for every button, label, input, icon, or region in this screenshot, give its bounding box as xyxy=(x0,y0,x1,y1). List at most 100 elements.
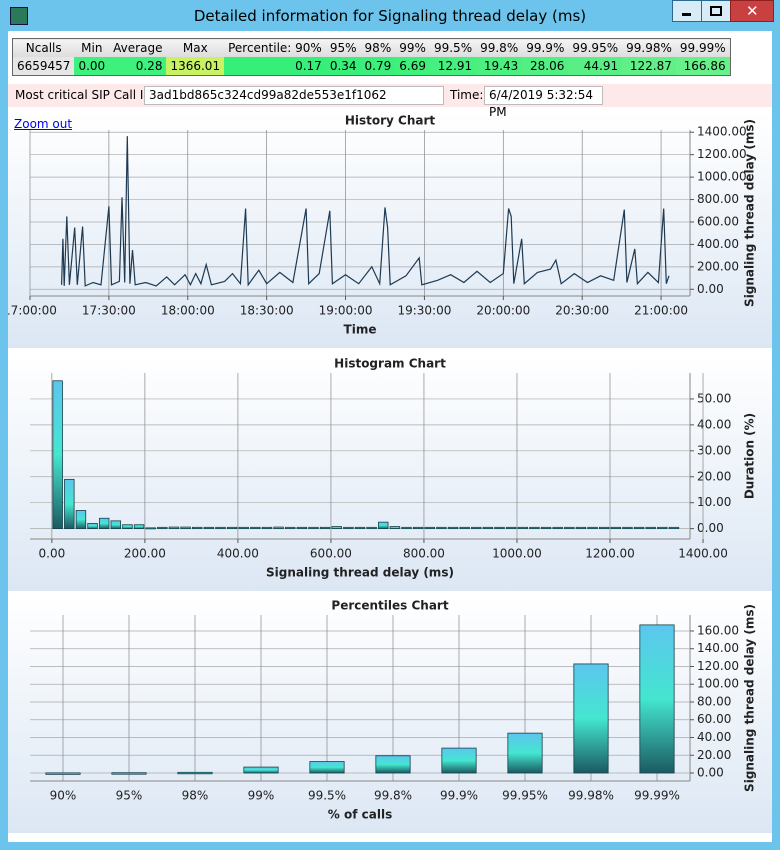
histogram-bar xyxy=(168,526,180,530)
call-id-label: Most critical SIP Call ID: xyxy=(15,88,157,102)
stats-header: 99.9% xyxy=(522,38,569,57)
y-tick-label: 40.00 xyxy=(697,730,731,744)
histogram-bar xyxy=(226,526,238,530)
stats-header: 95% xyxy=(325,38,361,57)
percentile-bar xyxy=(639,624,675,774)
histogram-bar xyxy=(610,526,622,530)
histogram-bar xyxy=(180,526,191,530)
y-tick-label: 30.00 xyxy=(697,443,731,457)
stats-value: 6659457 xyxy=(12,57,75,76)
histogram-bar xyxy=(657,526,668,530)
y-tick-label: 10.00 xyxy=(697,495,731,509)
stats-header: 99% xyxy=(395,38,430,57)
stats-value: 44.91 xyxy=(568,57,623,76)
y-tick-label: 200.00 xyxy=(697,259,739,273)
x-tick-label: 90% xyxy=(50,789,77,803)
stats-value: 12.91 xyxy=(429,57,477,76)
percentile-bar xyxy=(375,755,411,774)
percentile-bar xyxy=(177,771,213,775)
stats-value: 0.00 xyxy=(74,57,110,76)
histogram-bar xyxy=(308,526,319,530)
histogram-bar xyxy=(505,526,517,530)
histogram-bar xyxy=(343,526,354,530)
x-tick-label: 20:30:00 xyxy=(555,304,609,318)
histogram-bar xyxy=(633,526,645,530)
y-tick-label: 1200.00 xyxy=(697,147,747,161)
stats-header: 99.98% xyxy=(622,38,676,57)
stats-value: 0.17 xyxy=(224,57,326,76)
y-axis-label: Signaling thread delay (ms) xyxy=(743,119,757,307)
histogram-bar xyxy=(145,527,156,530)
x-tick-label: 19:30:00 xyxy=(397,304,451,318)
histogram-bar xyxy=(436,526,447,530)
histogram-bar xyxy=(366,526,377,530)
histogram-bar xyxy=(471,526,482,530)
y-tick-label: 600.00 xyxy=(697,214,739,228)
y-tick-label: 120.00 xyxy=(697,659,739,673)
histogram-bar xyxy=(564,526,575,530)
stats-value: 0.79 xyxy=(360,57,396,76)
stats-header: Percentile: 90% xyxy=(224,38,326,57)
x-axis-label: Time xyxy=(344,323,377,337)
x-tick-label: 99.5% xyxy=(308,789,346,803)
minimize-button[interactable] xyxy=(672,0,702,22)
histogram-bar xyxy=(598,526,610,530)
x-tick-label: 21:00:00 xyxy=(634,304,688,318)
y-tick-label: 800.00 xyxy=(697,192,739,206)
histogram-bar xyxy=(203,526,215,530)
stats-header: 98% xyxy=(360,38,396,57)
y-tick-label: 1000.00 xyxy=(697,170,747,184)
x-tick-label: 95% xyxy=(116,789,143,803)
histogram-bar xyxy=(378,521,389,530)
y-tick-label: 50.00 xyxy=(697,391,731,405)
x-tick-label: 98% xyxy=(182,789,209,803)
histogram-bar xyxy=(401,526,412,530)
y-tick-label: 60.00 xyxy=(697,712,731,726)
call-id-field[interactable]: 3ad1bd865c324cd99a82de553e1f1062 xyxy=(144,86,444,105)
stats-header: 99.5% xyxy=(429,38,477,57)
histogram-bar xyxy=(517,526,529,530)
charts: History Chart 0.00 200.00 400.00 600.00 800.0… xyxy=(8,112,772,833)
stats-value: 0.28 xyxy=(109,57,167,76)
histogram-bar xyxy=(494,526,505,530)
x-tick-label: 200.00 xyxy=(124,547,166,561)
histogram-bar xyxy=(575,526,587,530)
window-title: Detailed information for Signaling threa… xyxy=(193,7,587,25)
chart-title: History Chart xyxy=(345,114,436,128)
x-tick-label: 20:00:00 xyxy=(476,304,530,318)
histogram-bar xyxy=(98,517,110,530)
x-tick-label: 1400.00 xyxy=(678,547,728,561)
close-button[interactable]: ✕ xyxy=(730,0,774,22)
histogram-bar xyxy=(273,526,284,530)
histogram-bar xyxy=(133,524,145,530)
zoom-out-link[interactable]: Zoom out xyxy=(14,117,73,131)
x-axis-label: % of calls xyxy=(328,808,392,822)
histogram-bar xyxy=(459,526,470,530)
x-tick-label: 600.00 xyxy=(310,547,352,561)
title-bar: Detailed information for Signaling threa… xyxy=(0,0,780,31)
x-tick-label: 99.8% xyxy=(374,789,412,803)
y-tick-label: 40.00 xyxy=(697,417,731,431)
y-tick-label: 0.00 xyxy=(697,521,724,535)
percentile-bar xyxy=(441,747,477,774)
stats-header: 99.95% xyxy=(568,38,623,57)
histogram-bar xyxy=(587,526,598,530)
x-axis-label: Signaling thread delay (ms) xyxy=(266,566,454,580)
percentile-bar xyxy=(507,732,543,774)
y-axis-label: Signaling thread delay (ms) xyxy=(743,604,757,792)
critical-call-row: Most critical SIP Call ID: 3ad1bd865c324… xyxy=(8,84,772,119)
histogram-bar xyxy=(122,524,133,530)
y-tick-label: 20.00 xyxy=(697,748,731,762)
percentile-bar xyxy=(243,766,279,774)
stats-value: 19.43 xyxy=(476,57,523,76)
histogram-bar xyxy=(52,380,63,530)
maximize-button[interactable] xyxy=(701,0,731,22)
x-tick-label: 0.00 xyxy=(39,547,66,561)
histogram-bar xyxy=(552,526,563,530)
x-tick-label: 99.98% xyxy=(568,789,614,803)
stats-value: 122.87 xyxy=(622,57,676,76)
stats-header: Average xyxy=(109,38,167,57)
histogram-bar xyxy=(540,526,552,530)
time-field[interactable]: 6/4/2019 5:32:54 PM xyxy=(484,86,603,119)
history-line xyxy=(61,136,670,287)
